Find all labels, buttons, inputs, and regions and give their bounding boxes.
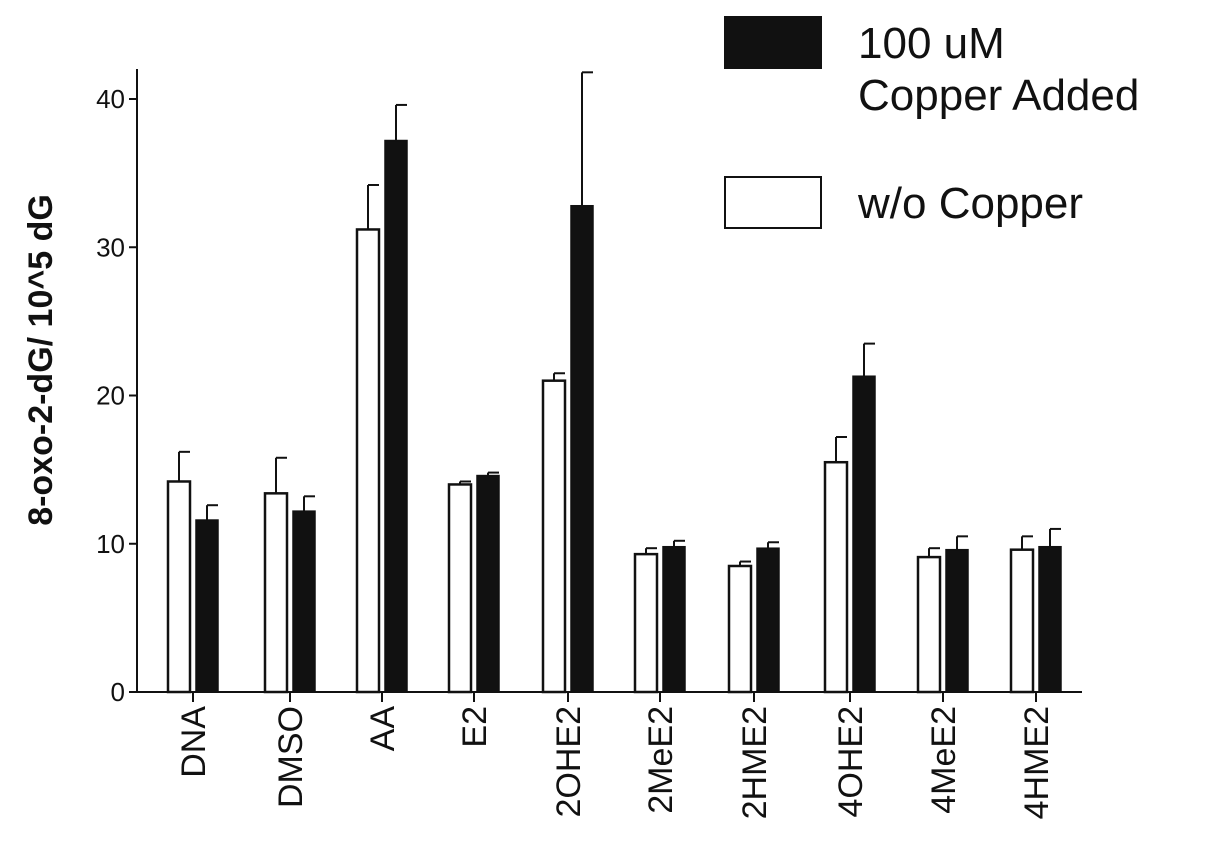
bar — [447, 483, 473, 694]
bar — [1009, 548, 1035, 694]
x-tick-label: DMSO — [272, 706, 310, 808]
x-axis: DNA DMSO AA E2 2OHE2 2MeE2 2HME2 4OHE2 4MeE2 4HME… — [137, 691, 1082, 819]
bar — [916, 555, 942, 694]
bar — [384, 139, 408, 693]
bar — [633, 552, 659, 694]
y-axis-title: 8-oxo-2-dG/ 10^5 dG — [22, 194, 60, 526]
x-tick-label: 4HME2 — [1018, 706, 1056, 819]
x-tick-label: E2 — [456, 706, 494, 748]
y-axis: 0 10 20 30 40 — [96, 69, 138, 707]
bar — [662, 545, 686, 693]
legend-swatch — [724, 16, 822, 69]
legend-label: Copper Added — [858, 71, 1139, 120]
y-tick-label: 20 — [96, 381, 125, 411]
bar — [166, 480, 192, 694]
bar — [541, 379, 567, 694]
y-tick-label: 30 — [96, 232, 125, 262]
bar — [945, 548, 969, 693]
bar — [355, 228, 381, 694]
y-tick-label: 10 — [96, 529, 125, 559]
x-tick-label: 2OHE2 — [550, 706, 588, 818]
x-tick-label: 4MeE2 — [925, 706, 963, 814]
y-tick-label: 0 — [111, 677, 125, 707]
legend-label: w/o Copper — [857, 179, 1083, 228]
x-tick-label: 2MeE2 — [642, 706, 680, 814]
bar — [756, 547, 780, 693]
bar — [195, 519, 219, 693]
x-tick-label: AA — [364, 706, 402, 752]
legend-label: 100 uM — [858, 19, 1005, 68]
bar — [292, 510, 316, 693]
bar — [263, 492, 289, 694]
x-tick-label: 2HME2 — [736, 706, 774, 819]
bar — [823, 460, 849, 694]
legend-swatch — [724, 176, 822, 229]
bar — [570, 204, 594, 693]
bar — [476, 474, 500, 693]
x-tick-label: 4OHE2 — [832, 706, 870, 818]
bar — [852, 375, 876, 693]
x-tick-label: DNA — [175, 706, 213, 778]
bar — [727, 564, 753, 694]
y-tick-label: 40 — [96, 84, 125, 114]
bar — [1038, 545, 1062, 693]
bars — [166, 71, 1062, 694]
